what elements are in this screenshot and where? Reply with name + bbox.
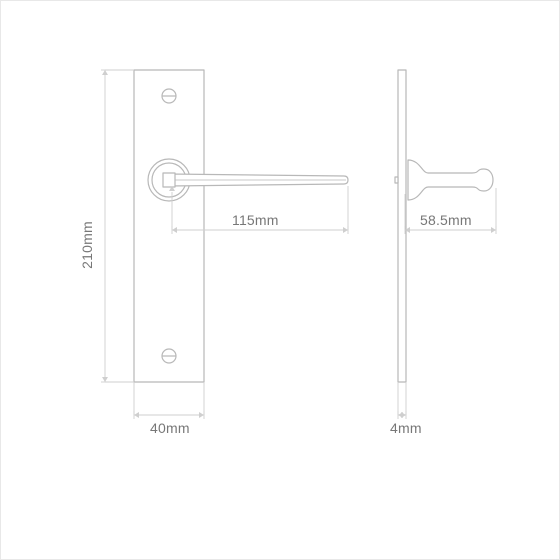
dimensions.plate_4-label: 4mm: [390, 420, 422, 436]
front-backplate: [134, 70, 204, 382]
arrowhead: [199, 412, 204, 418]
front-neck: [163, 173, 175, 187]
frame: [1, 1, 560, 560]
dimensions.handle_115-label: 115mm: [232, 212, 279, 228]
arrowhead: [491, 227, 496, 233]
arrowhead: [102, 377, 108, 382]
side-handle: [408, 160, 493, 200]
side-spindle: [395, 177, 398, 183]
arrowhead: [134, 412, 139, 418]
arrowhead: [102, 70, 108, 75]
arrowhead: [343, 227, 348, 233]
dimensions.width_40-label: 40mm: [150, 420, 190, 436]
dimensions.height_210-label: 210mm: [79, 221, 95, 269]
arrowhead: [401, 412, 406, 418]
dimensions.depth_58_5-label: 58.5mm: [420, 212, 472, 228]
